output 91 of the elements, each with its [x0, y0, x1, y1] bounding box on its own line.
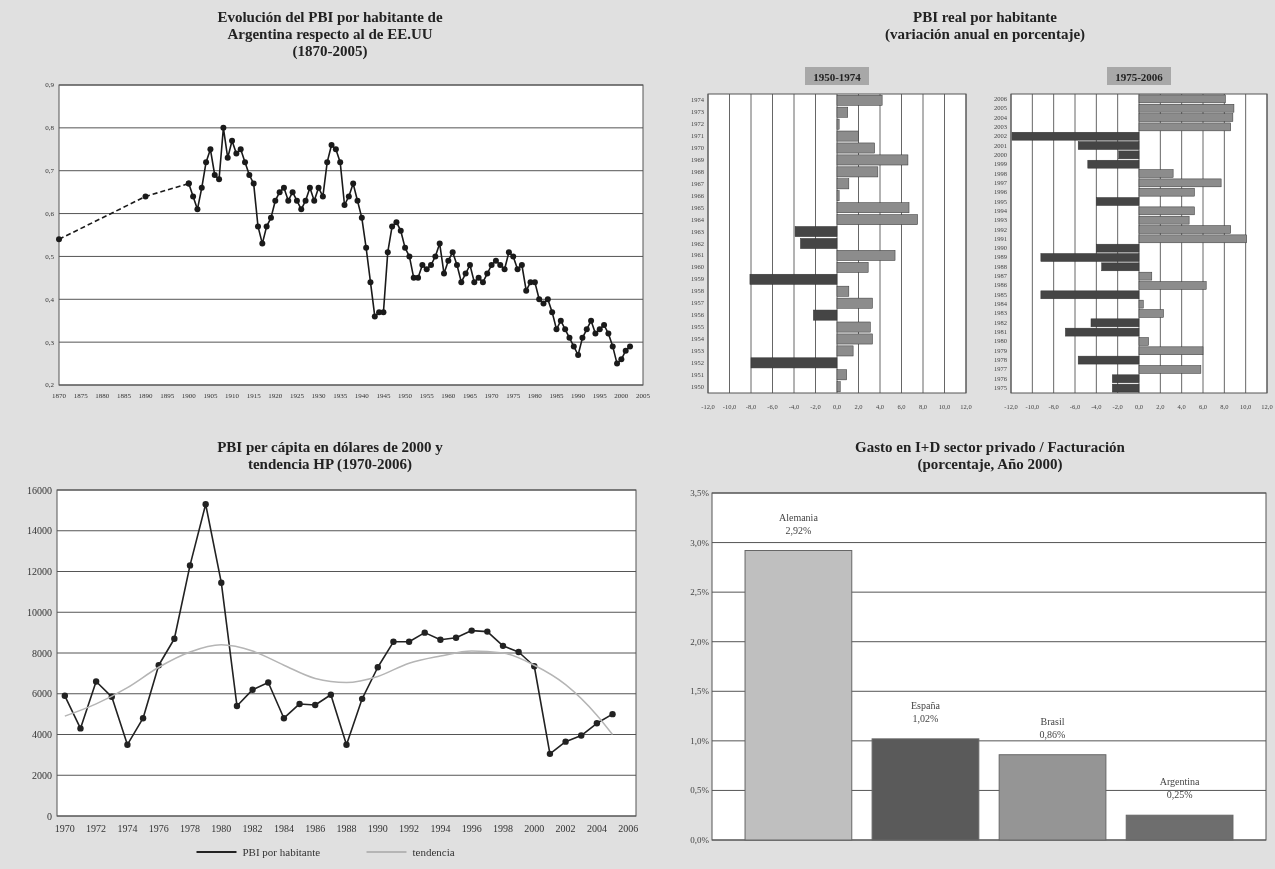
- point: [233, 702, 241, 710]
- point: [92, 678, 100, 685]
- y-tick-label: 0,0%: [690, 835, 710, 845]
- point: [296, 700, 303, 708]
- point: [578, 732, 585, 739]
- y-tick-label: 0: [47, 810, 52, 822]
- data-label: 0,25%: [1166, 789, 1193, 801]
- x-tick-label: 2006: [618, 823, 639, 834]
- point: [61, 692, 69, 699]
- x-tick-label: 1974: [117, 823, 138, 834]
- y-tick-label: 12000: [27, 566, 52, 577]
- point: [343, 741, 350, 748]
- point: [405, 638, 413, 645]
- bar: [1125, 814, 1234, 841]
- data-label: 0,86%: [1039, 728, 1066, 740]
- x-tick-label: 1984: [273, 823, 294, 834]
- x-tick-label: 1976: [148, 823, 169, 834]
- x-tick-label: 1982: [242, 823, 263, 834]
- point: [142, 193, 149, 200]
- chart-title: PBI real por habitante (variación anual en porcentaje): [884, 9, 1086, 43]
- y-tick-label: 16000: [27, 484, 52, 496]
- point: [609, 710, 616, 718]
- point: [124, 741, 131, 748]
- x-tick-label: 1990: [367, 823, 388, 834]
- y-tick-label: 1,5%: [690, 686, 710, 697]
- y-tick-label: 0,5%: [690, 785, 710, 796]
- x-tick-label: 1972: [86, 823, 107, 834]
- data-label: 1,02%: [912, 712, 939, 724]
- point: [562, 738, 569, 745]
- y-tick-label: 2,0%: [690, 636, 710, 647]
- y-tick-label: 10000: [27, 606, 52, 618]
- x-tick-label: 1988: [336, 823, 357, 834]
- x-tick-label: 1998: [492, 823, 513, 834]
- x-tick-label: España: [911, 699, 941, 711]
- chart-title: PBI per cápita en dólares de 2000 y tendencia HP (1970-2006): [217, 439, 444, 473]
- point: [56, 236, 62, 243]
- point: [515, 648, 522, 656]
- y-tick-label: 8000: [32, 647, 52, 659]
- chart-subtitle: 1975-2006: [1115, 71, 1164, 83]
- point: [437, 636, 444, 643]
- point: [390, 638, 397, 645]
- x-tick-label: Brasil: [1040, 715, 1065, 727]
- bar: [744, 550, 853, 841]
- point: [593, 720, 601, 727]
- point: [484, 628, 491, 635]
- chart-subtitle: 1950-1974: [813, 71, 862, 83]
- x-tick-label: 1980: [211, 823, 232, 834]
- y-tick-label: 14000: [27, 525, 52, 537]
- point: [421, 629, 428, 636]
- point: [186, 562, 194, 569]
- point: [139, 715, 147, 722]
- x-tick-label: 2002: [555, 823, 576, 834]
- point: [280, 715, 288, 722]
- legend-label: PBI por habitante: [242, 846, 321, 858]
- x-tick-label: Alemania: [778, 511, 819, 523]
- point: [452, 634, 460, 641]
- point: [546, 750, 554, 758]
- bar: [998, 754, 1107, 841]
- x-tick-label: 1992: [399, 823, 420, 834]
- point: [499, 642, 507, 650]
- point: [202, 501, 209, 508]
- point: [327, 691, 335, 698]
- y-tick-label: 2000: [32, 769, 52, 781]
- point: [265, 679, 272, 686]
- y-tick-label: 2,5%: [690, 587, 710, 598]
- data-label: 2,92%: [785, 524, 812, 536]
- x-tick-label: Argentina: [1159, 776, 1201, 788]
- x-tick-label: 2000: [524, 823, 545, 834]
- y-tick-label: 6000: [32, 688, 52, 700]
- point: [249, 686, 256, 693]
- x-tick-label: 1996: [461, 823, 482, 834]
- y-tick-label: 3,0%: [690, 537, 710, 548]
- x-tick-label: 2004: [586, 823, 607, 834]
- point: [374, 664, 381, 671]
- point: [358, 695, 366, 703]
- line-series: [64, 644, 614, 736]
- legend-label: tendencia: [412, 846, 455, 858]
- x-tick-label: 1978: [180, 823, 201, 834]
- y-tick-label: 1,0%: [690, 735, 710, 746]
- point: [218, 579, 225, 586]
- x-tick-label: 1986: [305, 823, 326, 834]
- x-tick-label: 1970: [54, 823, 75, 834]
- x-tick-label: 1994: [430, 823, 451, 834]
- point: [77, 725, 84, 732]
- point: [468, 627, 475, 634]
- y-tick-label: 4000: [32, 729, 52, 740]
- point: [171, 635, 178, 642]
- point: [312, 701, 319, 709]
- chart-title: Evolución del PBI por habitante de Argentina respecto al de EE.UU (1870-2005): [217, 9, 443, 60]
- chart-title: Gasto en I+D sector privado / Facturación (porcentaje, Año 2000): [855, 439, 1126, 473]
- y-tick-label: 3,5%: [690, 488, 710, 498]
